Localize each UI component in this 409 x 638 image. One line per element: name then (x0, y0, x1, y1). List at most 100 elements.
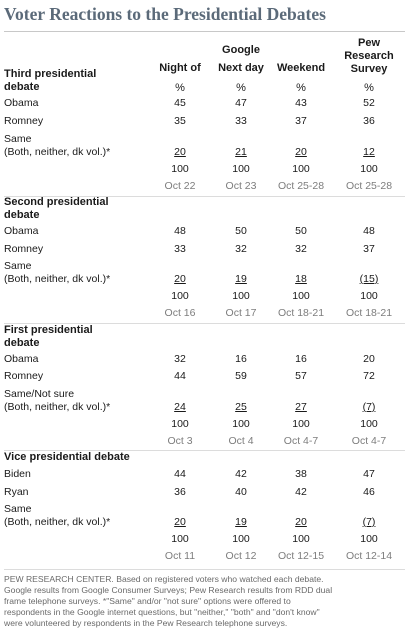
table-cell: 50 (235, 225, 247, 237)
percent-marker: % (296, 82, 306, 94)
row-label-obama: Obama (4, 225, 39, 237)
table-cell: 44 (174, 468, 186, 480)
table-cell: 20 (295, 516, 307, 528)
section-title-vp-debate: Vice presidential debate (4, 451, 130, 464)
total-cell: 100 (171, 163, 189, 175)
note-line: Google results from Google Consumer Surv… (4, 585, 333, 595)
table-cell: 12 (363, 146, 375, 158)
row-label-line: (Both, neither, dk vol.)* (4, 516, 111, 528)
table-cell: 20 (363, 353, 375, 365)
total-cell: 100 (171, 418, 189, 430)
section-divider (4, 196, 405, 197)
section-divider (4, 569, 405, 570)
row-label-same-not-sure: Same/Not sure (Both, neither, dk vol.)* (4, 388, 110, 414)
date-cell: Oct 18-21 (345, 307, 393, 319)
column-header-weekend: Weekend (268, 62, 334, 75)
table-cell: 42 (235, 468, 247, 480)
row-label-ryan: Ryan (4, 486, 29, 498)
date-cell: Oct 18-21 (277, 307, 325, 319)
table-cell: 48 (174, 225, 186, 237)
note-line: were volunteered by respondents in the P… (4, 618, 288, 628)
table-cell: 35 (174, 115, 186, 127)
section-title-line: Vice presidential debate (4, 451, 130, 463)
date-cell: Oct 12 (225, 550, 257, 562)
total-cell: 100 (360, 418, 378, 430)
date-cell: Oct 17 (225, 307, 257, 319)
table-cell: 45 (174, 97, 186, 109)
row-label-same: Same (Both, neither, dk vol.)* (4, 503, 110, 529)
date-cell: Oct 4 (228, 435, 254, 447)
table-cell: 20 (174, 516, 186, 528)
section-title-line: debate (4, 209, 40, 221)
table-cell: (15) (359, 273, 379, 285)
table-cell: 43 (295, 97, 307, 109)
row-label-line: (Both, neither, dk vol.)* (4, 273, 111, 285)
section-title-line: Second presidential (4, 196, 109, 208)
row-label-line: Same (4, 503, 32, 515)
table-cell: 38 (295, 468, 307, 480)
table-cell: 16 (295, 353, 307, 365)
title-divider (4, 31, 405, 32)
column-header-line: Pew (357, 37, 380, 49)
date-cell: Oct 16 (164, 307, 196, 319)
total-cell: 100 (360, 163, 378, 175)
column-header-line: Next day (218, 62, 264, 74)
section-divider (4, 450, 405, 451)
total-cell: 100 (171, 533, 189, 545)
table-cell: 42 (295, 486, 307, 498)
row-label-line: (Both, neither, dk vol.)* (4, 146, 111, 158)
date-cell: Oct 22 (164, 180, 196, 192)
section-title-line: debate (4, 337, 40, 349)
section-title-second-debate: Second presidential debate (4, 196, 109, 222)
table-cell: 32 (295, 243, 307, 255)
table-cell: 37 (363, 243, 375, 255)
table-cell: 20 (174, 273, 186, 285)
table-cell: 32 (174, 353, 186, 365)
table-cell: (7) (362, 401, 376, 413)
table-cell: (7) (362, 516, 376, 528)
total-cell: 100 (232, 290, 250, 302)
table-cell: 36 (174, 486, 186, 498)
table-cell: 46 (363, 486, 375, 498)
table-cell: 36 (363, 115, 375, 127)
table-cell: 72 (363, 370, 375, 382)
row-label-romney: Romney (4, 115, 44, 127)
total-cell: 100 (360, 290, 378, 302)
total-cell: 100 (232, 163, 250, 175)
table-cell: 24 (174, 401, 186, 413)
date-cell: Oct 12-14 (345, 550, 393, 562)
row-label-same: Same (Both, neither, dk vol.)* (4, 260, 110, 286)
percent-marker: % (236, 82, 246, 94)
note-line: frame telephone surveys. *"Same" and/or … (4, 596, 291, 606)
date-cell: Oct 11 (164, 550, 196, 562)
row-label-line: Same (4, 133, 32, 145)
total-cell: 100 (292, 533, 310, 545)
row-label-same: Same (Both, neither, dk vol.)* (4, 133, 110, 159)
table-cell: 37 (295, 115, 307, 127)
section-title-line: debate (4, 81, 40, 93)
column-header-line: Research (344, 50, 394, 62)
page-title: Voter Reactions to the Presidential Deba… (4, 4, 326, 24)
table-cell: 19 (235, 273, 247, 285)
total-cell: 100 (292, 418, 310, 430)
table-cell: 40 (235, 486, 247, 498)
table-cell: 20 (174, 146, 186, 158)
section-title-first-debate: First presidential debate (4, 324, 93, 350)
row-label-line: Same (4, 260, 32, 272)
date-cell: Oct 12-15 (277, 550, 325, 562)
total-cell: 100 (232, 418, 250, 430)
table-cell: 19 (235, 516, 247, 528)
column-header-next-day: Google Next day (208, 44, 274, 75)
table-cell: 21 (235, 146, 247, 158)
date-cell: Oct 3 (167, 435, 193, 447)
table-cell: 57 (295, 370, 307, 382)
row-label-romney: Romney (4, 370, 44, 382)
table-cell: 52 (363, 97, 375, 109)
table-cell: 47 (363, 468, 375, 480)
date-cell: Oct 25-28 (277, 180, 325, 192)
source-note: PEW RESEARCH CENTER. Based on registered… (4, 574, 405, 629)
row-label-obama: Obama (4, 353, 39, 365)
column-header-night-of: Night of (150, 62, 210, 75)
table-cell: 16 (235, 353, 247, 365)
